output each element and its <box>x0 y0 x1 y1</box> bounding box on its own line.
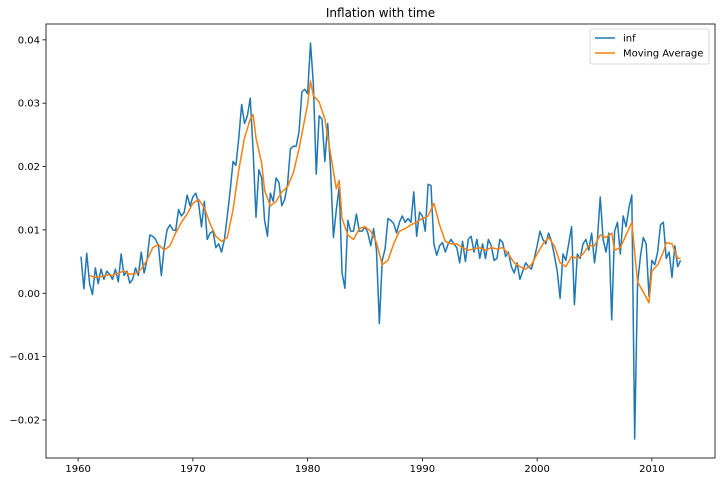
chart-title: Inflation with time <box>326 6 435 20</box>
x-tick-label: 1970 <box>180 464 205 475</box>
y-tick-label: −0.02 <box>9 415 40 426</box>
legend-label-inf: inf <box>623 34 636 45</box>
series-layer <box>80 42 682 440</box>
x-axis: 1960 1970 1980 1990 2000 2010 <box>65 458 665 475</box>
y-tick-label: 0.04 <box>18 35 40 46</box>
x-tick-label: 1990 <box>410 464 435 475</box>
y-tick-label: −0.01 <box>9 352 40 363</box>
x-tick-label: 1960 <box>65 464 90 475</box>
y-tick-label: 0.02 <box>18 162 40 173</box>
legend-label-moving-average: Moving Average <box>623 49 703 60</box>
series-line-inf <box>80 42 682 440</box>
x-tick-label: 2010 <box>639 464 664 475</box>
legend-box <box>589 28 710 65</box>
legend: inf Moving Average <box>589 28 710 65</box>
x-tick-label: 2000 <box>524 464 549 475</box>
y-tick-label: 0.00 <box>18 289 40 300</box>
series-line-moving-average <box>89 80 681 304</box>
y-tick-label: 0.01 <box>18 225 40 236</box>
plot-frame <box>45 23 716 459</box>
x-tick-label: 1980 <box>295 464 320 475</box>
y-axis: −0.02 −0.01 0.00 0.01 0.02 0.03 0.04 <box>9 35 46 426</box>
y-tick-label: 0.03 <box>18 99 40 110</box>
